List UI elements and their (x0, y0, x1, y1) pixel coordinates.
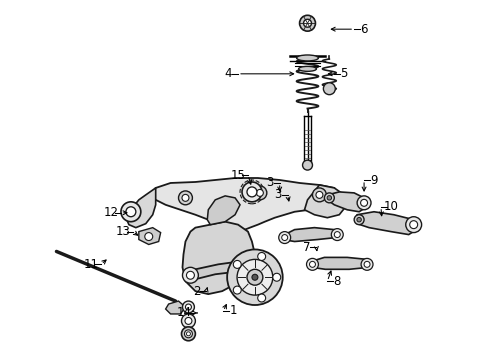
Polygon shape (312, 257, 369, 269)
Text: 7: 7 (303, 241, 310, 254)
Circle shape (178, 191, 193, 205)
Circle shape (357, 217, 361, 222)
Text: 13: 13 (116, 225, 130, 238)
Circle shape (256, 189, 263, 196)
Circle shape (145, 233, 153, 240)
Polygon shape (357, 212, 416, 235)
Circle shape (187, 332, 191, 336)
Polygon shape (283, 228, 336, 242)
Polygon shape (182, 222, 255, 294)
Circle shape (273, 273, 281, 281)
Circle shape (279, 231, 291, 243)
Circle shape (184, 330, 193, 338)
Circle shape (233, 260, 241, 269)
Circle shape (361, 258, 373, 270)
Circle shape (313, 188, 326, 202)
Circle shape (252, 274, 258, 280)
Circle shape (247, 269, 263, 285)
Circle shape (182, 194, 189, 201)
Circle shape (227, 249, 283, 305)
Circle shape (307, 258, 318, 270)
Polygon shape (327, 192, 367, 212)
Text: 5: 5 (341, 67, 348, 80)
Circle shape (299, 15, 316, 31)
Text: 1: 1 (229, 305, 237, 318)
Text: 10: 10 (384, 200, 398, 213)
Ellipse shape (296, 55, 318, 61)
Text: 8: 8 (334, 275, 341, 288)
Circle shape (327, 195, 332, 200)
Text: 14: 14 (177, 306, 192, 319)
Circle shape (121, 202, 141, 222)
Text: 11: 11 (84, 258, 98, 271)
Polygon shape (305, 185, 347, 218)
Circle shape (253, 186, 267, 200)
Circle shape (242, 182, 262, 202)
Polygon shape (126, 188, 156, 228)
Circle shape (303, 19, 312, 27)
Polygon shape (166, 301, 185, 314)
Text: 3: 3 (274, 188, 281, 201)
Circle shape (181, 327, 196, 341)
Text: 4: 4 (224, 67, 232, 80)
Circle shape (185, 304, 192, 310)
Circle shape (361, 199, 368, 206)
Text: 15: 15 (231, 168, 245, 181)
Circle shape (410, 221, 417, 229)
Circle shape (331, 229, 343, 240)
Circle shape (323, 83, 335, 95)
Ellipse shape (298, 66, 317, 71)
Circle shape (324, 193, 334, 203)
Circle shape (181, 314, 196, 328)
Circle shape (364, 261, 370, 267)
Polygon shape (139, 228, 161, 244)
Circle shape (302, 160, 313, 170)
Text: 12: 12 (103, 206, 119, 219)
Circle shape (310, 261, 316, 267)
Circle shape (233, 286, 241, 294)
Circle shape (258, 294, 266, 302)
Circle shape (250, 257, 262, 269)
Polygon shape (151, 178, 339, 231)
Text: 9: 9 (370, 174, 378, 186)
Circle shape (282, 235, 288, 240)
Circle shape (237, 260, 273, 295)
Circle shape (316, 192, 323, 198)
Text: 6: 6 (360, 23, 368, 36)
Circle shape (187, 271, 195, 279)
Circle shape (354, 215, 364, 225)
Circle shape (182, 267, 198, 283)
Circle shape (406, 217, 421, 233)
Text: 3: 3 (266, 176, 273, 189)
Bar (123, 208, 139, 216)
Polygon shape (207, 196, 240, 225)
Circle shape (334, 231, 340, 238)
Circle shape (247, 187, 257, 197)
Circle shape (253, 260, 259, 266)
Circle shape (185, 318, 192, 324)
Circle shape (182, 301, 195, 313)
Polygon shape (185, 260, 258, 279)
Circle shape (126, 207, 136, 217)
Text: 2: 2 (193, 285, 200, 298)
Circle shape (357, 196, 371, 210)
Circle shape (258, 252, 266, 260)
